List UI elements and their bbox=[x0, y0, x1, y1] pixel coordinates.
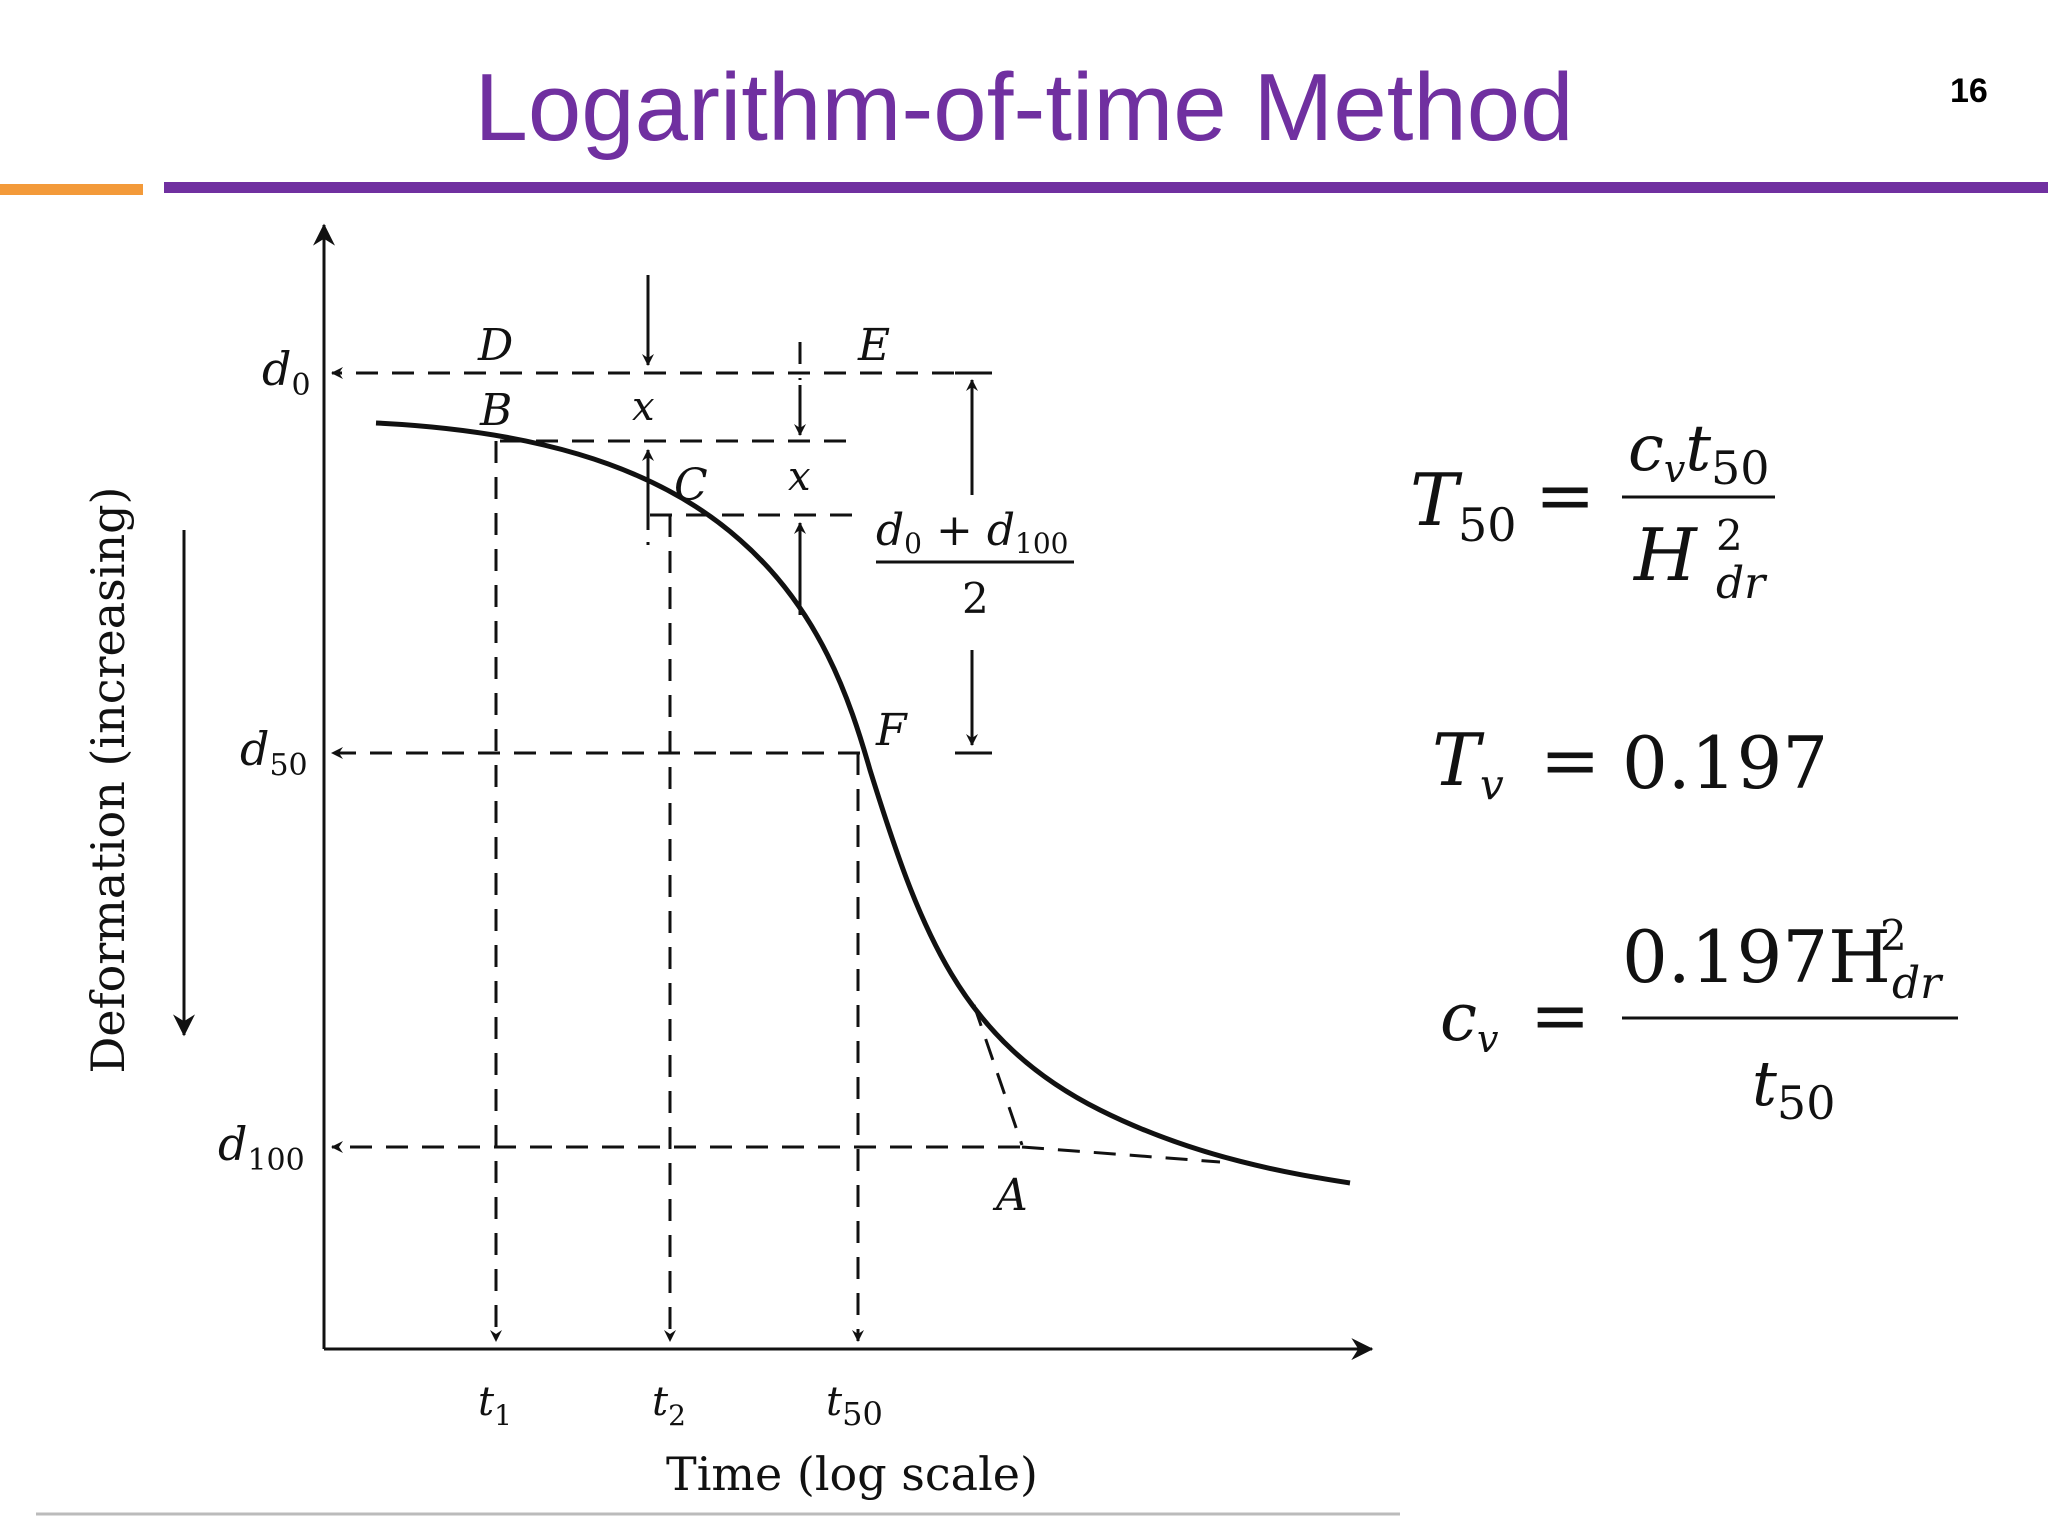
page-number: 16 bbox=[1950, 72, 1988, 110]
point-b-label: B bbox=[479, 385, 512, 436]
svg-text:Tv: Tv bbox=[1432, 718, 1504, 809]
svg-text:H: H bbox=[1632, 513, 1698, 597]
equation-t50: T50 = cvt50 H 2 dr bbox=[1410, 412, 1775, 609]
x-offset-label-right: x bbox=[788, 454, 811, 500]
point-f-label: F bbox=[875, 705, 908, 756]
svg-text:cv: cv bbox=[1440, 979, 1499, 1061]
x-axis-label: Time (log scale) bbox=[666, 1447, 1038, 1501]
point-d-label: D bbox=[477, 320, 513, 371]
consolidation-curve bbox=[375, 420, 1351, 1186]
t1-label: t1 bbox=[478, 1379, 512, 1432]
equation-cv: cv = 0.197H 2 dr t50 bbox=[1440, 911, 1958, 1130]
d100-label: d100 bbox=[218, 1117, 305, 1178]
y-axis-label: Deformation (increasing) bbox=[81, 486, 135, 1073]
equation-tv: Tv = 0.197 bbox=[1432, 718, 1828, 809]
tangent-line-steep bbox=[972, 1004, 1024, 1146]
point-a-label: A bbox=[992, 1170, 1028, 1221]
svg-text:=: = bbox=[1540, 718, 1600, 802]
midpoint-denominator: 2 bbox=[962, 574, 989, 623]
purple-title-rule bbox=[164, 182, 2048, 193]
t50-label: t50 bbox=[826, 1379, 883, 1433]
slide-title: Logarithm-of-time Method bbox=[474, 54, 1574, 161]
svg-text:=: = bbox=[1535, 453, 1595, 537]
d50-label: d50 bbox=[240, 722, 308, 783]
svg-text:T50: T50 bbox=[1410, 458, 1517, 552]
orange-title-rule bbox=[0, 184, 143, 195]
svg-text:cvt50: cvt50 bbox=[1628, 412, 1770, 495]
svg-text:dr: dr bbox=[1892, 958, 1944, 1009]
svg-text:2: 2 bbox=[1716, 511, 1743, 560]
svg-text:dr: dr bbox=[1716, 558, 1768, 609]
point-e-label: E bbox=[857, 320, 890, 371]
svg-text:0.197H: 0.197H bbox=[1622, 915, 1891, 999]
svg-text:t50: t50 bbox=[1752, 1047, 1835, 1130]
svg-text:=: = bbox=[1530, 973, 1590, 1057]
midpoint-numerator: d0 + d100 bbox=[876, 505, 1069, 560]
t2-label: t2 bbox=[652, 1379, 686, 1432]
d0-label: d0 bbox=[262, 342, 311, 403]
svg-text:0.197: 0.197 bbox=[1622, 721, 1828, 805]
tangent-line-flat bbox=[1021, 1145, 1221, 1164]
point-c-label: C bbox=[674, 460, 708, 511]
x-offset-label-left: x bbox=[632, 384, 655, 430]
svg-text:2: 2 bbox=[1880, 911, 1907, 960]
